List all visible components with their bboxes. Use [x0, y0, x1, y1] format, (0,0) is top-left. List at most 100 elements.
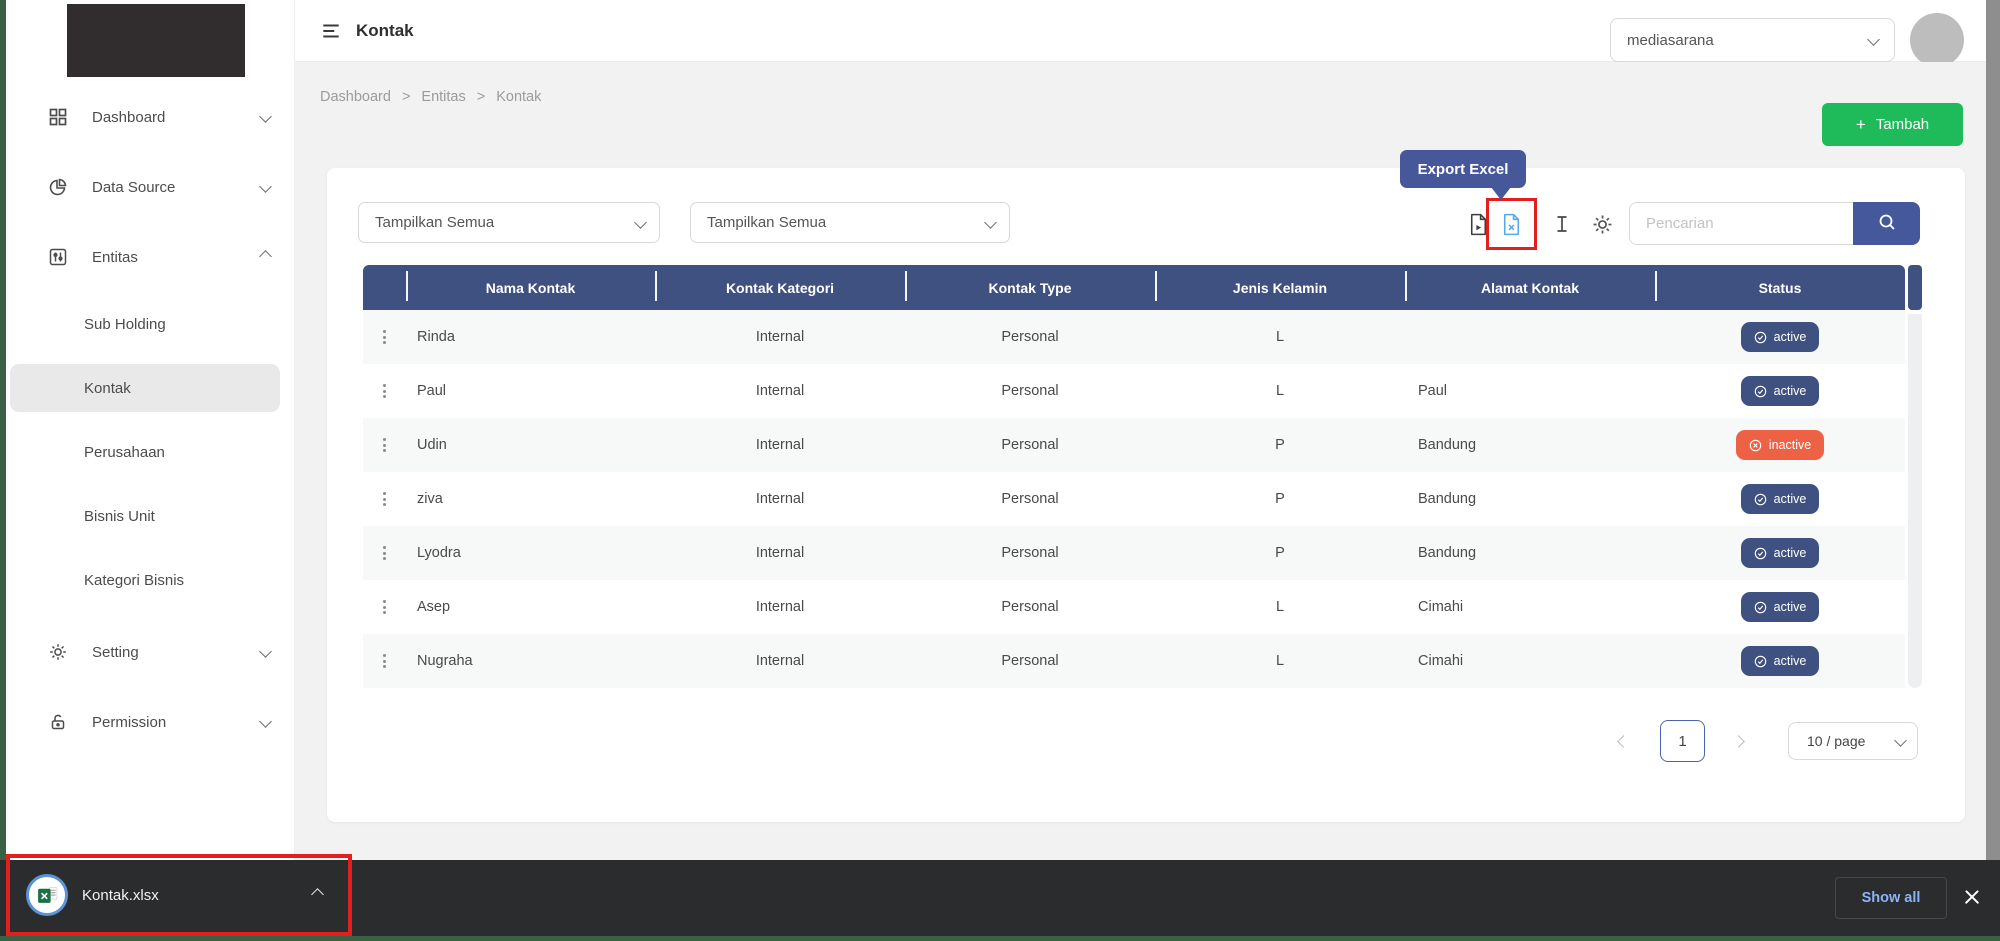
- sidebar-item-dashboard[interactable]: Dashboard: [6, 82, 294, 152]
- sidebar-item-label: Sub Holding: [84, 315, 166, 333]
- sidebar-item-label: Setting: [92, 643, 139, 661]
- cell-jenis-kelamin: L: [1275, 329, 1285, 345]
- search-icon: [1877, 212, 1897, 235]
- check-circle-icon: [1754, 547, 1767, 560]
- cell-jenis-kelamin: L: [1275, 383, 1285, 399]
- row-menu-button[interactable]: [363, 384, 406, 398]
- cell-kontak-type: Personal: [1001, 653, 1059, 669]
- close-download-bar-icon[interactable]: [1958, 883, 1986, 911]
- chevron-down-icon: [259, 713, 272, 731]
- table-scrollbar-cap: [1908, 265, 1922, 310]
- check-circle-icon: [1754, 385, 1767, 398]
- row-menu-button[interactable]: [363, 492, 406, 506]
- status-badge: inactive: [1735, 430, 1825, 460]
- filter-select-kategori[interactable]: Tampilkan Semua: [358, 202, 660, 243]
- cell-kontak-kategori: Internal: [755, 437, 805, 453]
- menu-fold-icon[interactable]: [320, 20, 342, 42]
- sidebar-item-setting[interactable]: Setting: [6, 617, 294, 687]
- excel-file-icon: [26, 874, 68, 916]
- row-menu-button[interactable]: [363, 654, 406, 668]
- sidebar-item-data-source[interactable]: Data Source: [6, 152, 294, 222]
- cell-kontak-type: Personal: [1001, 437, 1059, 453]
- cell-kontak-kategori: Internal: [755, 329, 805, 345]
- filter-select-value: Tampilkan Semua: [707, 214, 827, 231]
- add-button[interactable]: + Tambah: [1822, 103, 1963, 146]
- sidebar-item-bisnis-unit[interactable]: Bisnis Unit: [6, 484, 294, 548]
- cell-kontak-type: Personal: [1001, 383, 1059, 399]
- table-row: Nugraha Internal Personal L Cimahi active: [363, 634, 1905, 688]
- column-header: Alamat Kontak: [1405, 270, 1655, 301]
- table-scrollbar-track[interactable]: [1908, 314, 1922, 688]
- cell-status: active: [1655, 592, 1905, 622]
- grid-icon: [48, 107, 68, 127]
- sidebar-item-entitas[interactable]: Entitas: [6, 222, 294, 292]
- breadcrumb: Dashboard > Entitas > Kontak: [320, 89, 541, 105]
- search-input[interactable]: [1629, 202, 1853, 245]
- table-settings-gear-icon[interactable]: [1589, 211, 1615, 237]
- unlock-icon: [48, 712, 68, 732]
- cell-jenis-kelamin: P: [1275, 491, 1285, 507]
- pagination-next-button[interactable]: [1726, 727, 1754, 755]
- column-header: Status: [1655, 270, 1905, 301]
- sidebar-item-perusahaan[interactable]: Perusahaan: [6, 420, 294, 484]
- cell-kontak-type: Personal: [1001, 599, 1059, 615]
- cell-status: active: [1655, 538, 1905, 568]
- cell-kontak-kategori: Internal: [755, 383, 805, 399]
- search-bar: [1629, 202, 1920, 245]
- workspace-select[interactable]: mediasarana: [1610, 18, 1895, 62]
- column-header: Nama Kontak: [406, 270, 655, 301]
- sidebar-item-label: Perusahaan: [84, 443, 165, 461]
- row-menu-button[interactable]: [363, 546, 406, 560]
- download-expand-icon[interactable]: [311, 886, 324, 904]
- cell-jenis-kelamin: L: [1275, 599, 1285, 615]
- topbar: Kontak mediasarana: [295, 0, 1986, 67]
- row-menu-button[interactable]: [363, 330, 406, 344]
- cell-alamat-kontak: Bandung: [1418, 545, 1477, 561]
- page-size-select[interactable]: 10 / page: [1788, 722, 1918, 760]
- cell-nama-kontak: ziva: [417, 491, 443, 507]
- download-item-highlight: Kontak.xlsx: [6, 854, 352, 936]
- sidebar-item-kategori-bisnis[interactable]: Kategori Bisnis: [6, 548, 294, 612]
- sidebar-item-kontak[interactable]: Kontak: [10, 364, 280, 412]
- status-badge: active: [1740, 538, 1820, 568]
- breadcrumb-dashboard[interactable]: Dashboard: [320, 89, 391, 105]
- column-height-icon[interactable]: [1549, 211, 1575, 237]
- table-row: Asep Internal Personal L Cimahi active: [363, 580, 1905, 634]
- window-scrollbar[interactable]: [1986, 0, 2000, 860]
- export-pdf-icon[interactable]: [1465, 211, 1491, 237]
- cell-status: active: [1655, 376, 1905, 406]
- row-menu-button[interactable]: [363, 600, 406, 614]
- breadcrumb-entitas[interactable]: Entitas: [421, 89, 466, 105]
- check-circle-icon: [1754, 493, 1767, 506]
- export-excel-icon[interactable]: [1499, 211, 1525, 237]
- search-button[interactable]: [1853, 202, 1920, 245]
- cell-alamat-kontak: Bandung: [1418, 437, 1477, 453]
- status-badge: active: [1740, 376, 1820, 406]
- chevron-down-icon: [1867, 31, 1880, 49]
- table-row: Udin Internal Personal P Bandung inactive: [363, 418, 1905, 472]
- workspace-select-value: mediasarana: [1627, 31, 1714, 49]
- cell-alamat-kontak: Cimahi: [1418, 653, 1464, 669]
- breadcrumb-separator: >: [476, 89, 486, 105]
- breadcrumb-kontak[interactable]: Kontak: [496, 89, 542, 105]
- page-size-value: 10 / page: [1807, 733, 1866, 749]
- check-circle-icon: [1754, 655, 1767, 668]
- pie-chart-icon: [48, 177, 68, 197]
- sidebar-item-label: Permission: [92, 713, 167, 731]
- column-header: Kontak Kategori: [655, 270, 905, 301]
- column-header: Jenis Kelamin: [1155, 270, 1405, 301]
- sidebar-submenu: Sub Holding Kontak Perusahaan Bisnis Uni…: [6, 292, 294, 612]
- pagination-page-1[interactable]: 1: [1660, 720, 1705, 762]
- sidebar-item-sub-holding[interactable]: Sub Holding: [6, 292, 294, 356]
- pagination-prev-button[interactable]: [1608, 727, 1636, 755]
- sidebar-item-permission[interactable]: Permission: [6, 687, 294, 757]
- row-menu-button[interactable]: [363, 438, 406, 452]
- download-filename[interactable]: Kontak.xlsx: [82, 886, 159, 904]
- download-bar: [0, 860, 2000, 936]
- avatar[interactable]: [1910, 13, 1964, 67]
- cell-jenis-kelamin: P: [1275, 437, 1285, 453]
- cell-kontak-type: Personal: [1001, 545, 1059, 561]
- show-all-button[interactable]: Show all: [1835, 877, 1947, 919]
- filter-select-type[interactable]: Tampilkan Semua: [690, 202, 1010, 243]
